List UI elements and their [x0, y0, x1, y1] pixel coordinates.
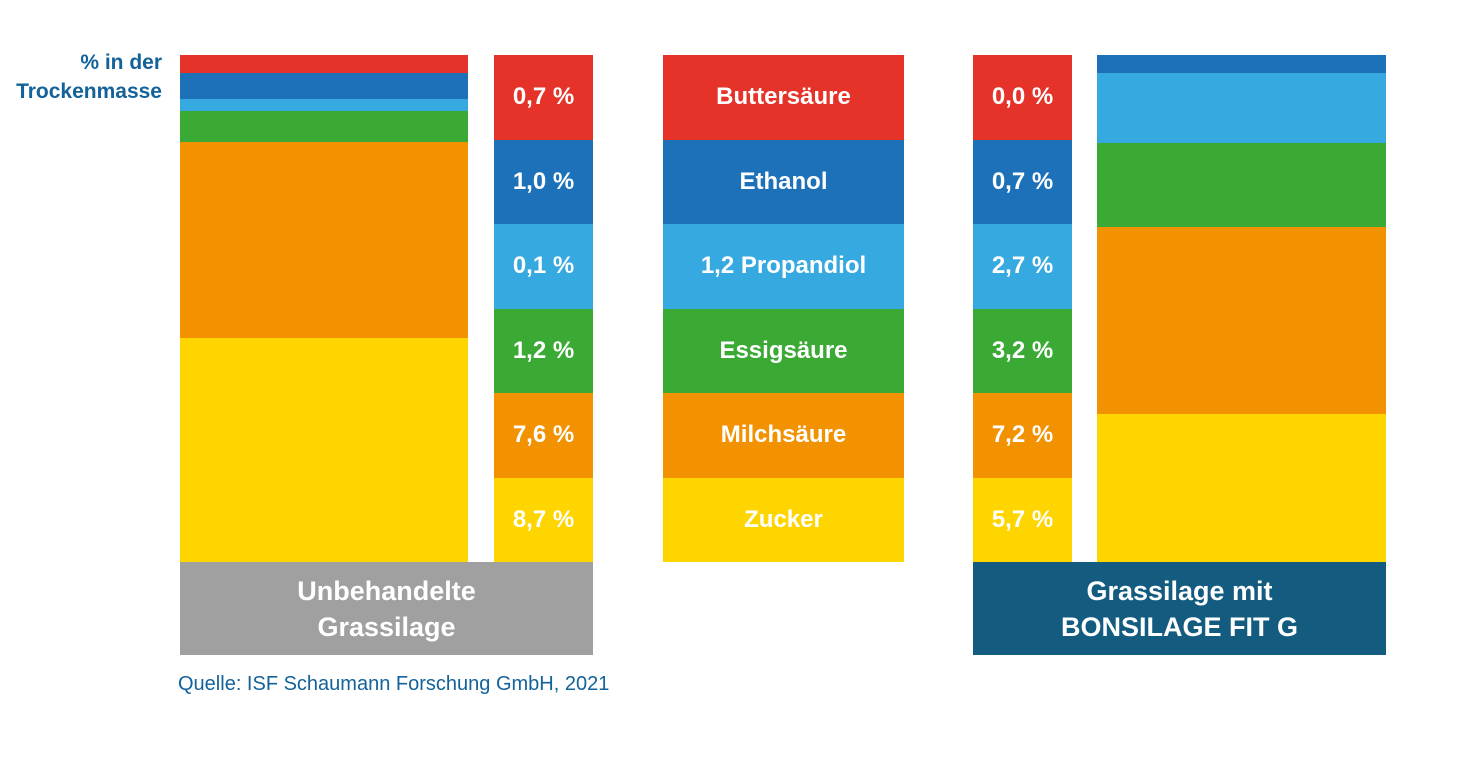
category-label-zucker: Zucker: [663, 477, 904, 562]
y-axis-label: % in der Trockenmasse: [0, 48, 162, 106]
y-axis-label-line1: % in der: [80, 51, 162, 74]
category-label-milchs-ure: Milchsäure: [663, 393, 904, 478]
bar-segment-1-2-propandiol: [180, 98, 468, 111]
value-label-essigs-ure: 3,2 %: [973, 308, 1072, 393]
y-axis-label-line2: Trockenmasse: [16, 80, 162, 103]
category-label-ethanol: Ethanol: [663, 139, 904, 224]
category-label-column: Buttersäure Ethanol 1,2 Propandiol Essigsäu…: [663, 55, 904, 562]
stacked-bar-bonsilage: [1097, 55, 1386, 563]
bar-segment-1-2-propandiol: [1097, 73, 1386, 144]
value-label-ethanol: 0,7 %: [973, 139, 1072, 224]
value-label-butters-ure: 0,0 %: [973, 55, 1072, 140]
series-label-box-untreated: Unbehandelte Grassilage: [180, 562, 593, 655]
value-label-butters-ure: 0,7 %: [494, 55, 593, 140]
stacked-bar-untreated: [180, 55, 468, 562]
value-label-essigs-ure: 1,2 %: [494, 308, 593, 393]
source-citation: Quelle: ISF Schaumann Forschung GmbH, 20…: [178, 673, 610, 695]
series-label-bonsilage-line2: BONSILAGE FIT G: [1060, 611, 1298, 642]
value-label-milchs-ure: 7,6 %: [494, 393, 593, 478]
value-label-1-2-propandiol: 2,7 %: [973, 224, 1072, 309]
value-label-milchs-ure: 7,2 %: [973, 393, 1072, 478]
bar-segment-ethanol: [1097, 55, 1386, 74]
series-label-untreated-line2: Grassilage: [317, 611, 456, 642]
value-label-zucker: 8,7 %: [494, 477, 593, 562]
bar-segment-essigs-ure: [180, 110, 468, 142]
series-label-bonsilage-line1: Grassilage mit: [1086, 575, 1273, 606]
bar-segment-milchs-ure: [1097, 226, 1386, 414]
series-label-box-bonsilage: Grassilage mit BONSILAGE FIT G: [973, 562, 1386, 655]
bar-segment-zucker: [1097, 413, 1386, 563]
bar-segment-milchs-ure: [180, 141, 468, 338]
value-label-zucker: 5,7 %: [973, 477, 1072, 562]
value-column-bonsilage: 0,0 % 0,7 % 2,7 % 3,2 % 7,2 % 5,7 %: [973, 55, 1072, 562]
bar-segment-essigs-ure: [1097, 143, 1386, 227]
series-label-untreated-line1: Unbehandelte: [297, 575, 476, 606]
value-label-1-2-propandiol: 0,1 %: [494, 224, 593, 309]
category-label-butters-ure: Buttersäure: [663, 55, 904, 140]
category-label-1-2-propandiol: 1,2 Propandiol: [663, 224, 904, 309]
value-label-ethanol: 1,0 %: [494, 139, 593, 224]
bar-segment-butters-ure: [180, 55, 468, 74]
bar-segment-ethanol: [180, 73, 468, 99]
value-column-untreated: 0,7 % 1,0 % 0,1 % 1,2 % 7,6 % 8,7 %: [494, 55, 593, 562]
category-label-essigs-ure: Essigsäure: [663, 308, 904, 393]
bar-segment-zucker: [180, 337, 468, 562]
